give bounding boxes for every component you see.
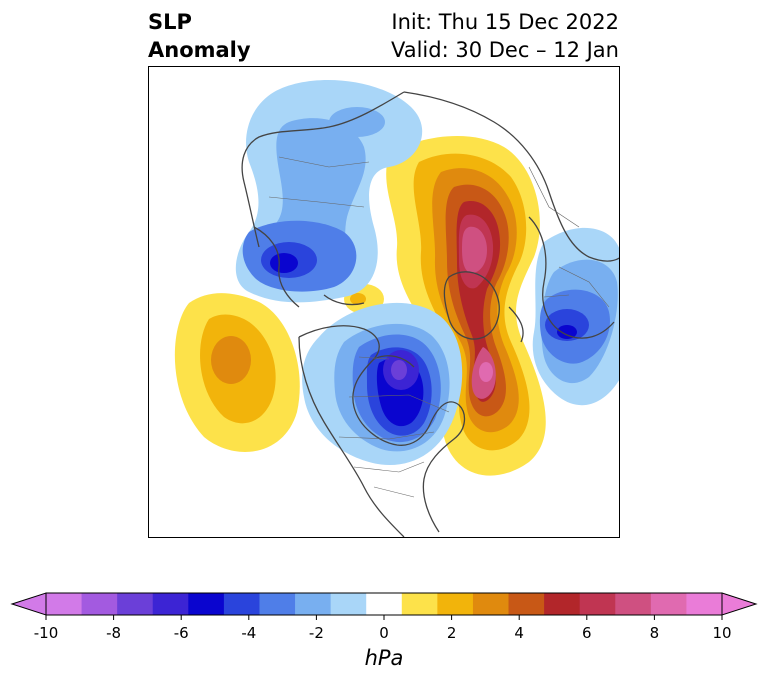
init-date: Init: Thu 15 Dec 2022 — [391, 10, 619, 34]
colorbar-tick-label: 0 — [379, 624, 389, 642]
colorbar-swatch — [81, 593, 118, 615]
colorbar-unit-label: hPa — [364, 646, 404, 670]
colorbar-tick-label: 4 — [514, 624, 524, 642]
colorbar-swatch — [401, 593, 438, 615]
colorbar-swatch — [437, 593, 474, 615]
colorbar-tick-label: -10 — [33, 624, 59, 642]
plot-title: SLP Anomaly — [148, 8, 251, 64]
colorbar-tick-label: 10 — [712, 624, 732, 642]
colorbar-extend-low — [10, 592, 47, 616]
colorbar-tick-label: 8 — [649, 624, 660, 642]
colorbar-swatch — [223, 593, 260, 615]
colorbar — [10, 592, 758, 620]
title-line-2: Anomaly — [148, 38, 251, 62]
canada-low — [302, 302, 463, 465]
colorbar-swatch — [472, 593, 510, 615]
colorbar-tick-label: 2 — [446, 624, 457, 642]
colorbar-swatch — [579, 593, 616, 615]
valid-range: Valid: 30 Dec – 12 Jan — [390, 38, 619, 62]
europe-low — [532, 227, 619, 406]
coastlines — [241, 91, 619, 537]
siberia-low — [235, 80, 423, 303]
colorbar-swatch — [366, 593, 403, 615]
slp-anomaly-map — [174, 80, 619, 537]
colorbar-swatch — [46, 593, 83, 615]
colorbar-swatch — [259, 593, 296, 615]
pacific-high — [174, 293, 300, 452]
colorbar-swatch — [152, 593, 189, 615]
colorbar-tick-label: -6 — [173, 624, 189, 642]
forecast-dates: Init: Thu 15 Dec 2022 Valid: 30 Dec – 12… — [391, 8, 619, 64]
colorbar-swatch — [117, 593, 154, 615]
map-panel — [148, 66, 620, 538]
colorbar-swatch — [650, 593, 687, 615]
arctic-atlantic-high — [386, 135, 546, 476]
colorbar-ticks: -10 -8 -6 -4 -2 0 2 4 6 8 10 — [0, 624, 768, 646]
colorbar-tick-label: -4 — [241, 624, 257, 642]
colorbar-swatch — [330, 593, 367, 615]
colorbar-tick-label: -2 — [308, 624, 324, 642]
colorbar-swatch — [188, 593, 225, 615]
political-borders — [268, 156, 610, 498]
colorbar-swatch — [615, 593, 652, 615]
colorbar-swatch — [295, 593, 332, 615]
title-line-1: SLP — [148, 10, 192, 34]
colorbar-swatch — [544, 593, 581, 615]
colorbar-extend-high — [721, 592, 758, 616]
colorbar-tick-label: 6 — [582, 624, 592, 642]
colorbar-swatch — [686, 593, 723, 615]
colorbar-tick-label: -8 — [106, 624, 122, 642]
colorbar-swatch — [508, 593, 545, 615]
